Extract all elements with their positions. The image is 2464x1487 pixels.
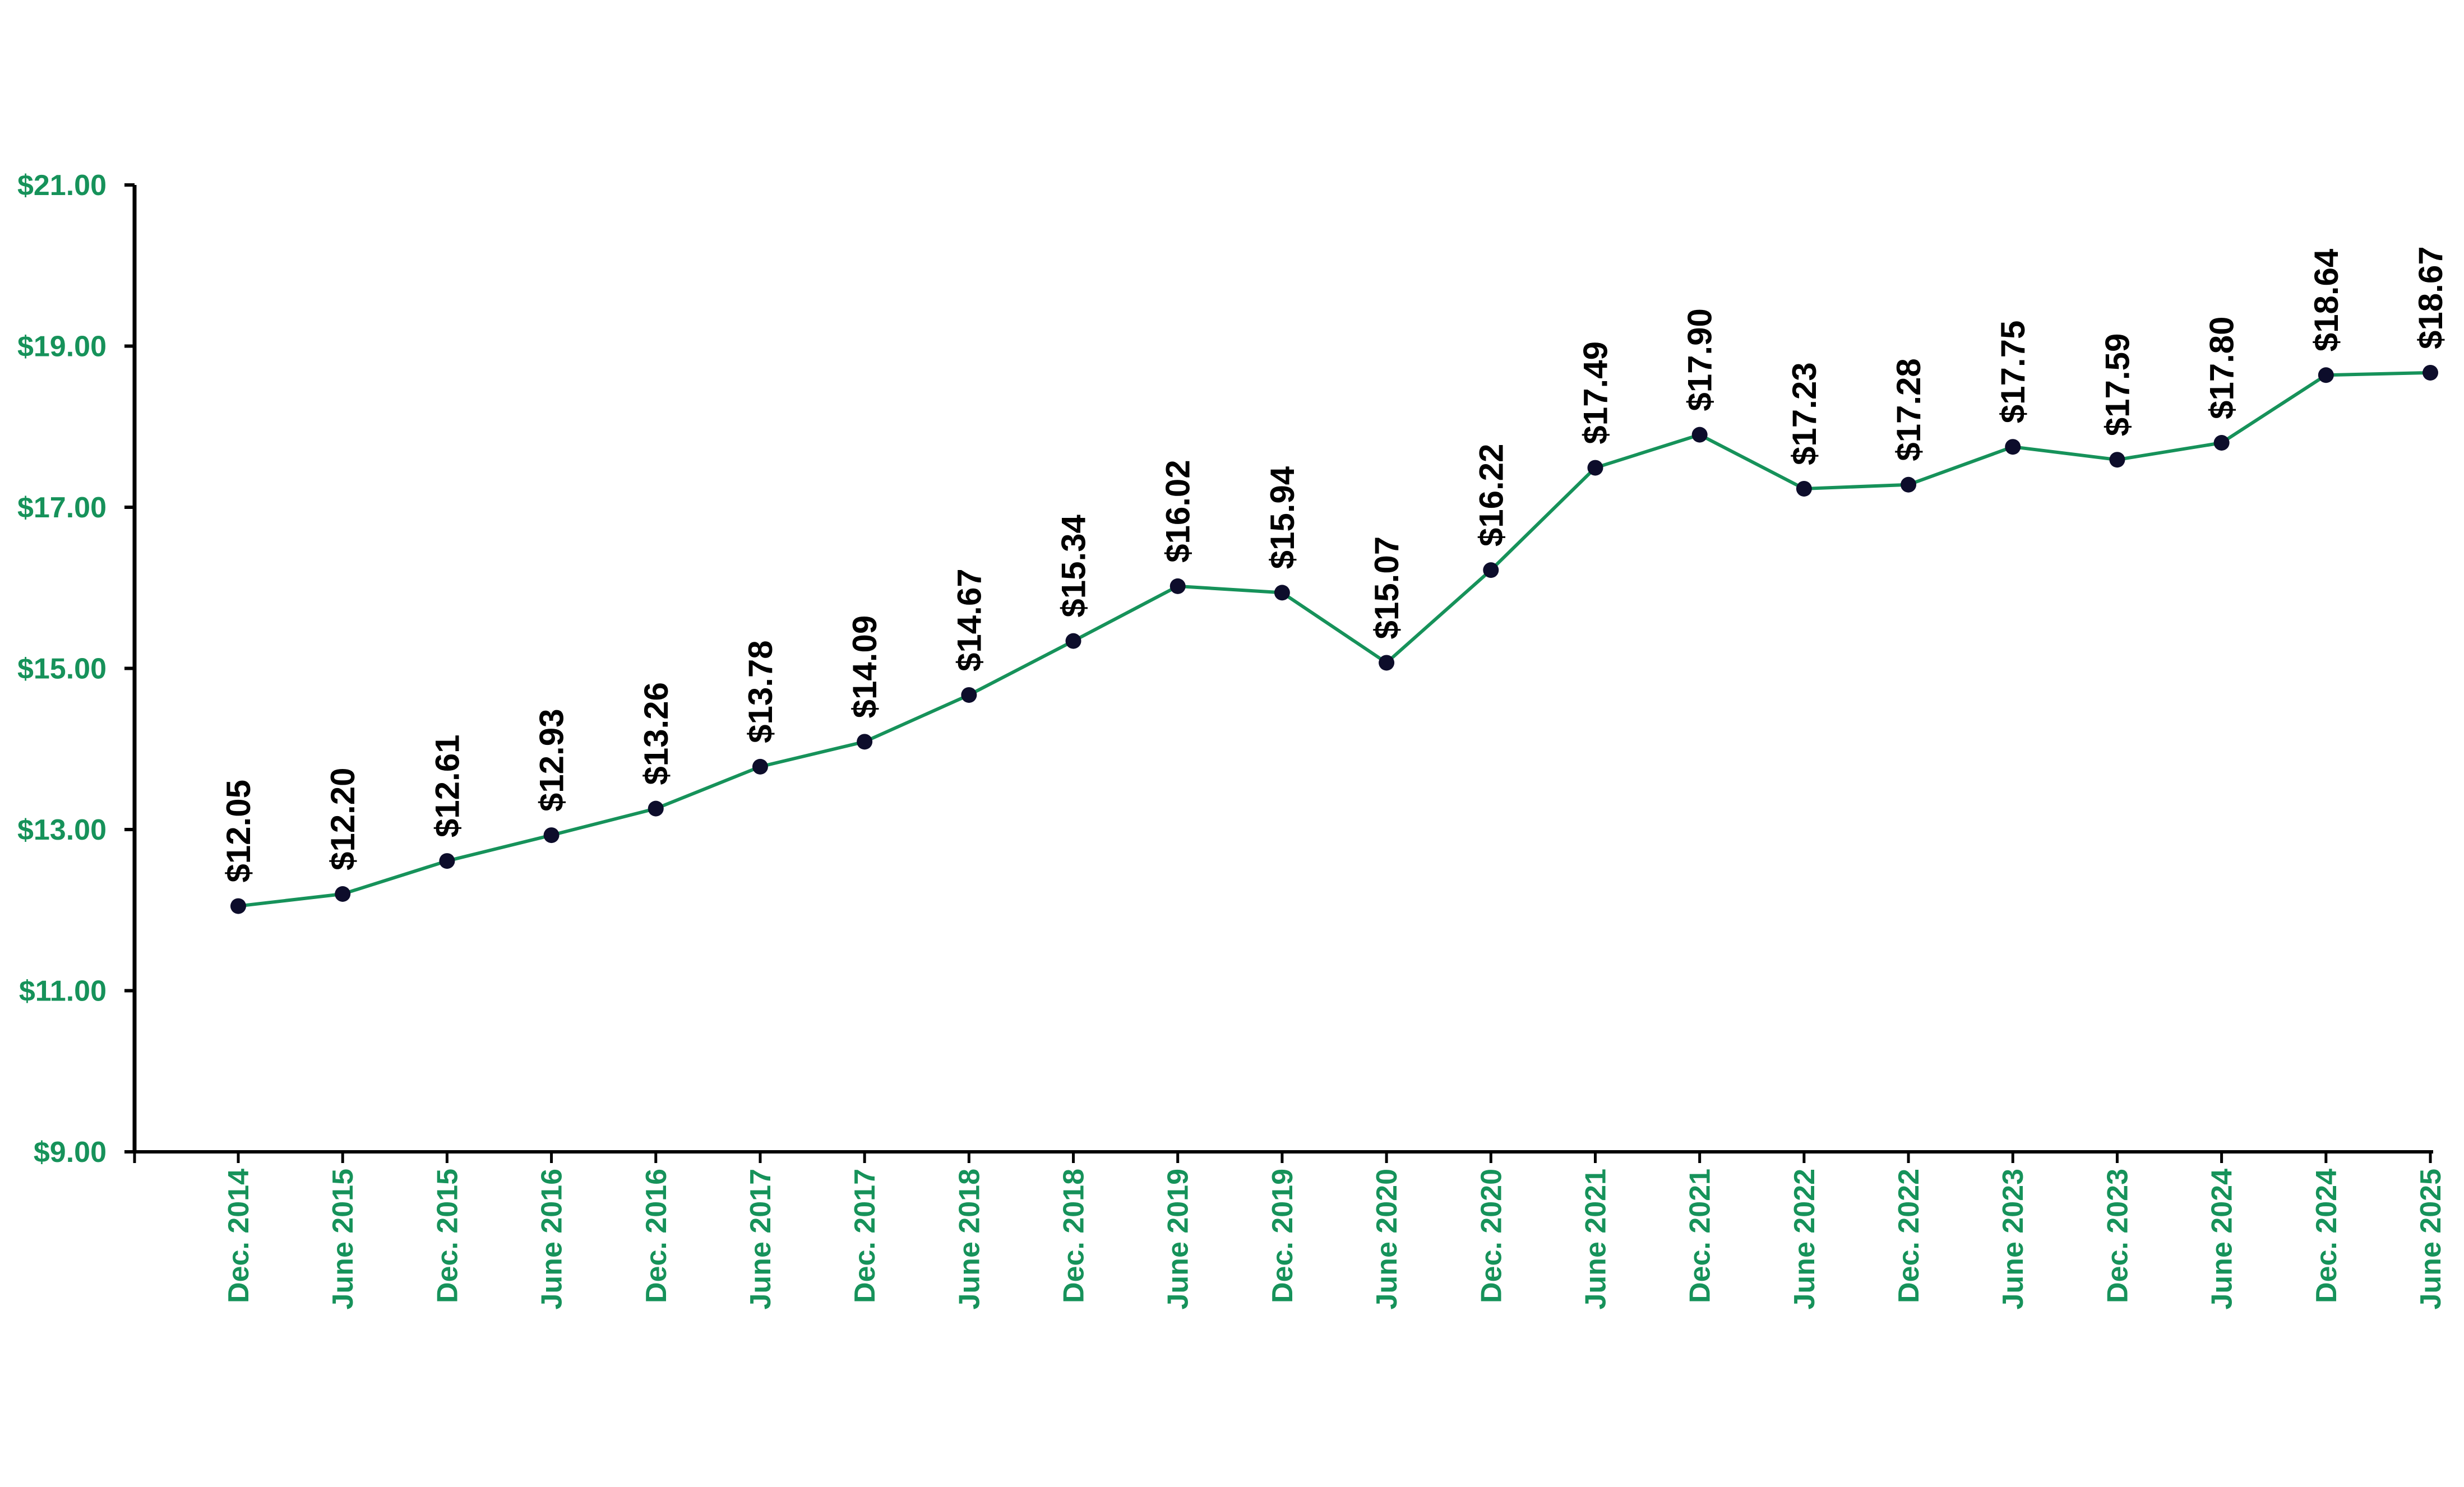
data-label: $12.05 [220,780,257,883]
y-tick-label: $9.00 [34,1136,107,1169]
data-label: $17.75 [1994,321,2032,424]
x-tick-label: June 2018 [953,1169,986,1310]
data-point [857,734,873,750]
x-tick-label: June 2017 [745,1169,777,1310]
data-label: $15.07 [1368,536,1406,640]
data-point [335,886,351,902]
x-tick-label: Dec. 2014 [223,1169,255,1303]
data-point [1065,633,1081,649]
x-tick-label: June 2021 [1579,1169,1612,1310]
x-tick-label: Dec. 2022 [1893,1169,1925,1303]
x-tick-label: Dec. 2016 [640,1169,673,1303]
data-label: $17.49 [1577,341,1614,444]
data-point [543,827,560,844]
data-label: $15.94 [1264,466,1301,569]
data-label: $14.09 [846,615,884,719]
x-tick-label: Dec. 2018 [1058,1169,1090,1303]
y-tick-label: $19.00 [17,331,107,363]
data-label: $13.78 [742,640,779,743]
data-point [961,687,977,703]
series-layer [230,364,2438,914]
data-point [1169,578,1186,594]
x-tick-label: Dec. 2017 [849,1169,881,1303]
x-tick-label: June 2020 [1371,1169,1403,1310]
data-point [648,800,664,817]
x-tick-label: Dec. 2024 [2310,1169,2343,1303]
series-line [238,370,2431,908]
data-point [439,853,455,869]
y-tick-label: $21.00 [17,169,107,202]
x-tick-label: June 2025 [2415,1169,2447,1310]
data-point [1274,585,1290,601]
x-tick-label: Dec. 2019 [1266,1169,1299,1303]
x-tick-label: June 2022 [1788,1169,1821,1310]
data-label: $17.28 [1890,358,1927,461]
data-label: $15.34 [1055,514,1093,617]
data-point [1587,460,1603,476]
x-tick-label: Dec. 2021 [1684,1169,1717,1303]
data-point [1901,476,1917,493]
y-tick-label: $11.00 [19,975,107,1008]
x-tick-label: June 2024 [2206,1169,2239,1310]
data-label: $13.26 [637,682,675,785]
x-tick-label: June 2016 [536,1169,568,1310]
data-point [1483,562,1499,578]
x-axis: Dec. 2014 June 2015 Dec. 2015 June 2016 Dec.… [133,1150,2447,1310]
data-label: $12.93 [533,709,571,812]
data-point [1796,480,1812,497]
data-label: $18.67 [2412,246,2449,349]
data-point [2213,435,2230,451]
y-axis: $9.00 $11.00 $13.00 $15.00 $17.00 $19.00 $21.0… [17,169,137,1169]
data-label: $12.20 [324,767,362,870]
x-tick-label: June 2023 [1997,1169,2030,1310]
data-point [230,898,246,914]
data-point [1379,655,1395,671]
y-tick-label: $15.00 [17,653,107,685]
x-tick-label: Dec. 2015 [431,1169,464,1303]
data-label: $17.80 [2203,316,2241,419]
data-label: $16.22 [1472,444,1510,547]
data-label: $12.61 [428,735,466,838]
data-point [752,758,768,775]
x-tick-label: June 2015 [327,1169,359,1310]
data-point [2109,452,2125,468]
data-point [2318,367,2334,383]
data-point [2423,364,2438,381]
data-point [1691,427,1708,443]
data-label: $16.02 [1159,460,1197,563]
x-tick-label: June 2019 [1162,1169,1195,1310]
data-label: $17.23 [1786,362,1823,465]
data-label-layer: $12.05 $12.20 $12.61 $12.93 $13.26 $13.78 $14.… [220,246,2449,882]
data-label: $18.64 [2308,248,2345,351]
y-tick-label: $17.00 [17,492,107,524]
data-label: $14.67 [950,568,988,671]
x-tick-label: Dec. 2023 [2101,1169,2134,1303]
data-point [2005,439,2021,455]
x-tick-label: Dec. 2020 [1475,1169,1508,1303]
data-label: $17.90 [1681,308,1719,411]
y-tick-label: $13.00 [17,814,107,846]
data-label: $17.59 [2098,333,2136,437]
